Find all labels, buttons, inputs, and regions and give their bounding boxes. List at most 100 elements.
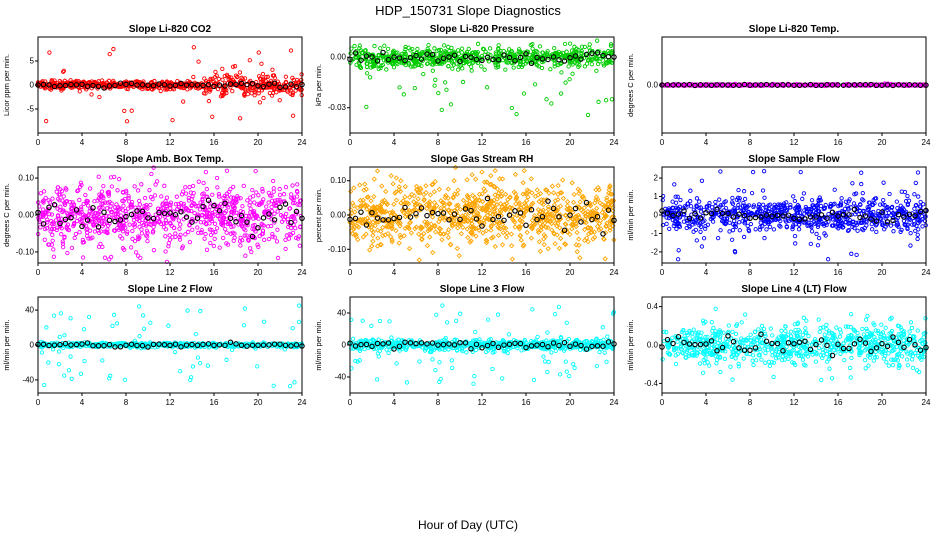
subplot-canvas: 0 4 8 12 16 20 24 2 1 0 -1 -2 Slope Sample Flow ml/mi… xyxy=(626,154,931,277)
y-tick-label: 0.0 xyxy=(647,81,659,90)
x-tick-label: 24 xyxy=(298,398,307,407)
x-tick-label: 8 xyxy=(748,398,753,407)
x-tick-label: 24 xyxy=(610,138,619,147)
y-tick-label: 5 xyxy=(30,57,35,66)
mean-points xyxy=(659,81,929,89)
x-tick-label: 12 xyxy=(790,138,799,147)
x-tick-label: 4 xyxy=(80,398,85,407)
y-tick-label: 0 xyxy=(30,81,35,90)
mean-points xyxy=(659,331,929,359)
x-tick-label: 24 xyxy=(298,138,307,147)
x-tick-label: 24 xyxy=(922,398,931,407)
x-tick-label: 24 xyxy=(922,268,931,277)
x-tick-label: 0 xyxy=(348,268,353,277)
y-tick-label: 0.0 xyxy=(647,341,659,350)
y-tick-label: 40 xyxy=(337,309,346,318)
x-tick-label: 8 xyxy=(124,398,129,407)
x-axis-global-label: Hour of Day (UTC) xyxy=(417,518,518,532)
x-tick-label: 16 xyxy=(834,398,843,407)
x-tick-label: 16 xyxy=(834,268,843,277)
subplot-title: Slope Line 4 (LT) Flow xyxy=(741,284,847,295)
x-tick-label: 16 xyxy=(522,138,531,147)
y-axis-label: kPa per min. xyxy=(314,64,323,106)
subplot-title: Slope Amb. Box Temp. xyxy=(116,154,224,165)
x-tick-label: 24 xyxy=(610,268,619,277)
scatter-points xyxy=(660,169,928,262)
y-tick-label: -5 xyxy=(27,105,35,114)
x-tick-label: 8 xyxy=(436,398,441,407)
y-tick-label: 1 xyxy=(654,192,659,201)
x-tick-label: 12 xyxy=(790,268,799,277)
subplot-slope-gas-stream-rh: 0 4 8 12 16 20 24 0.10 0.00 -0.10 Slope Gas Stream… xyxy=(312,151,624,281)
x-tick-label: 0 xyxy=(660,138,665,147)
x-tick-label: 0 xyxy=(36,398,41,407)
x-tick-label: 8 xyxy=(124,138,129,147)
subplot-title: Slope Line 2 Flow xyxy=(128,284,213,295)
x-tick-label: 24 xyxy=(610,398,619,407)
subplot-slope-li-820-pressure: 0 4 8 12 16 20 24 0.00 -0.03 Slope Li-820 Pressur… xyxy=(312,21,624,151)
y-tick-label: 0 xyxy=(342,341,347,350)
subplot-canvas: 0 4 8 12 16 20 24 0.10 0.00 -0.10 Slope Gas Stream… xyxy=(314,154,619,277)
subplot-grid: 0 4 8 12 16 20 24 5 0 -5 Slope Li-820 CO2 Licor ppm… xyxy=(0,21,936,411)
plot-main-title: HDP_150731 Slope Diagnostics xyxy=(375,3,561,18)
y-tick-label: 2 xyxy=(654,174,659,183)
mean-points xyxy=(347,195,617,237)
mean-points xyxy=(35,339,305,350)
subplot-slope-li-820-co2: 0 4 8 12 16 20 24 5 0 -5 Slope Li-820 CO2 Licor ppm… xyxy=(0,21,312,151)
subplot-canvas: 0 4 8 12 16 20 24 0.00 -0.03 Slope Li-820 Pressur… xyxy=(314,24,619,147)
y-axis-label: ml/min per min. xyxy=(626,319,635,370)
x-tick-label: 4 xyxy=(392,398,397,407)
y-tick-label: 0.4 xyxy=(647,302,659,311)
y-tick-label: 0.10 xyxy=(330,176,346,185)
y-axis-label: Licor ppm per min. xyxy=(2,54,11,116)
x-tick-label: 12 xyxy=(166,398,175,407)
y-tick-label: -0.4 xyxy=(644,379,658,388)
x-tick-label: 0 xyxy=(660,398,665,407)
x-tick-label: 16 xyxy=(210,138,219,147)
y-axis-label: ml/min per min. xyxy=(2,319,11,370)
x-tick-label: 16 xyxy=(210,398,219,407)
subplot-slope-sample-flow: 0 4 8 12 16 20 24 2 1 0 -1 -2 Slope Sample Flow ml/mi… xyxy=(624,151,936,281)
y-tick-label: 0.00 xyxy=(18,211,34,220)
x-tick-label: 12 xyxy=(478,138,487,147)
y-tick-label: -1 xyxy=(651,229,659,238)
x-tick-label: 4 xyxy=(704,268,709,277)
y-axis-label: degrees C per min. xyxy=(626,53,635,117)
subplot-canvas: 0 4 8 12 16 20 24 0.4 0.0 -0.4 Slope Line 4 (LT) F… xyxy=(626,284,931,407)
subplot-canvas: 0 4 8 12 16 20 24 0.10 0.00 -0.10 Slope Amb. Box T… xyxy=(2,154,307,277)
y-tick-label: 0 xyxy=(654,211,659,220)
mean-points xyxy=(35,80,305,91)
y-tick-label: 0.00 xyxy=(330,53,346,62)
x-tick-label: 0 xyxy=(36,268,41,277)
y-tick-label: -40 xyxy=(334,373,346,382)
x-tick-label: 12 xyxy=(166,138,175,147)
scatter-points xyxy=(348,38,615,118)
y-tick-label: -0.03 xyxy=(328,103,347,112)
y-tick-label: 0.10 xyxy=(18,174,34,183)
y-axis-label: degrees C per min. xyxy=(2,183,11,247)
x-tick-label: 0 xyxy=(348,398,353,407)
x-tick-label: 0 xyxy=(660,268,665,277)
x-tick-label: 20 xyxy=(254,268,263,277)
x-tick-label: 12 xyxy=(790,398,799,407)
subplot-title: Slope Line 3 Flow xyxy=(440,284,525,295)
x-tick-label: 16 xyxy=(522,398,531,407)
subplot-title: Slope Gas Stream RH xyxy=(431,154,534,165)
x-tick-label: 20 xyxy=(878,268,887,277)
x-tick-label: 20 xyxy=(566,398,575,407)
subplot-slope-li-820-temp: 0 4 8 12 16 20 24 0.0 Slope Li-820 Temp. degrees … xyxy=(624,21,936,151)
y-tick-label: 40 xyxy=(25,306,34,315)
x-tick-label: 4 xyxy=(392,268,397,277)
x-tick-label: 4 xyxy=(704,138,709,147)
x-tick-label: 4 xyxy=(704,398,709,407)
subplot-title: Slope Li-820 Temp. xyxy=(749,24,840,35)
mean-points xyxy=(347,339,617,352)
y-axis-label: percent per min. xyxy=(314,188,323,242)
x-tick-label: 20 xyxy=(566,268,575,277)
x-tick-label: 24 xyxy=(922,138,931,147)
x-tick-label: 16 xyxy=(210,268,219,277)
subplot-title: Slope Sample Flow xyxy=(748,154,839,165)
x-tick-label: 20 xyxy=(566,138,575,147)
subplot-slope-line-2-flow: 0 4 8 12 16 20 24 40 0 -40 Slope Line 2 Flow ml/min… xyxy=(0,281,312,411)
